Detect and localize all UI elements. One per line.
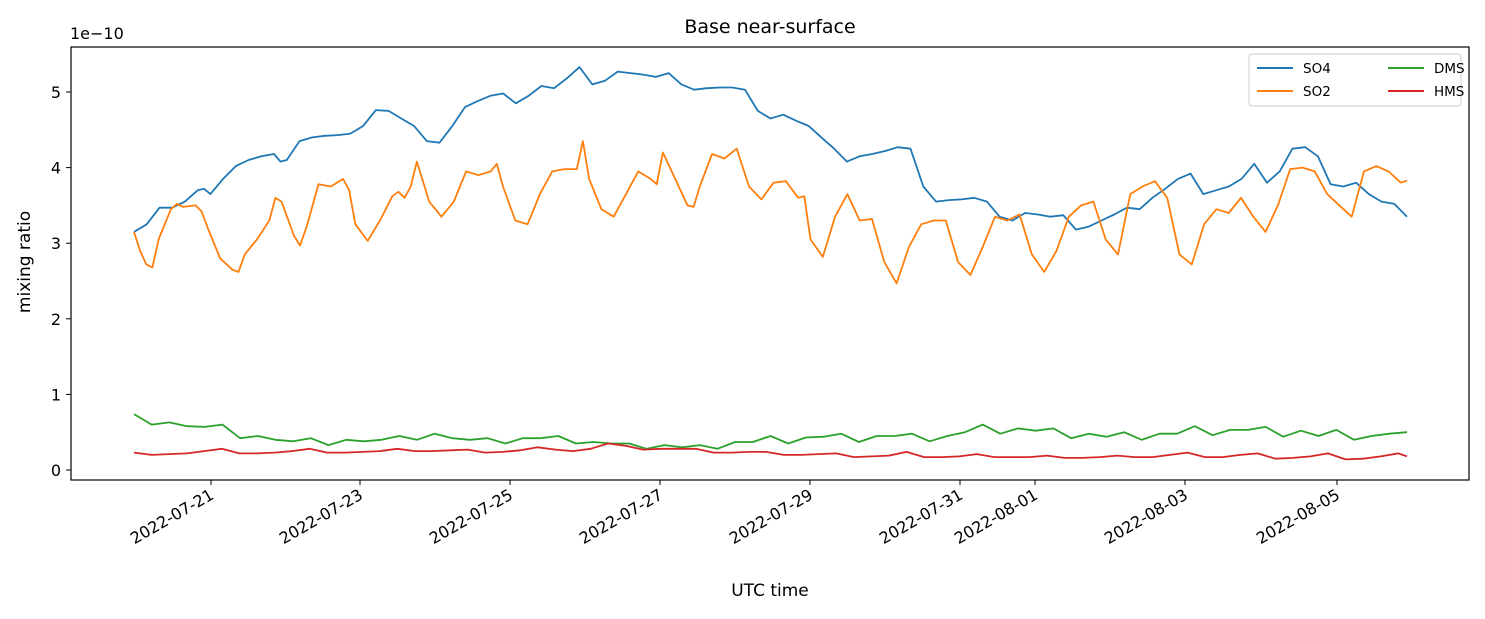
legend: SO4 SO2 DMS HMS: [1248, 53, 1465, 107]
axes-frame: [70, 46, 1470, 481]
y-scale-label: 1e−10: [70, 24, 124, 43]
series-line-dms: [133, 413, 1408, 450]
chart-title: Base near-surface: [684, 16, 855, 38]
x-axis-label: UTC time: [731, 581, 809, 601]
legend-label-so4: SO4: [1303, 61, 1331, 77]
y-tick-label: 2: [51, 310, 61, 329]
legend-label-so2: SO2: [1303, 84, 1331, 100]
legend-box: [1248, 53, 1462, 107]
series-line-so2: [133, 140, 1408, 285]
y-tick-label: 0: [51, 461, 61, 480]
y-tick-label: 3: [51, 234, 61, 253]
legend-label-dms: DMS: [1434, 61, 1465, 77]
y-axis: 0 1 2 3 4 5: [51, 83, 71, 480]
plot-area: [133, 66, 1408, 461]
legend-label-hms: HMS: [1434, 84, 1464, 100]
series-line-hms: [133, 442, 1408, 461]
y-tick-label: 1: [51, 385, 61, 404]
y-tick-label: 5: [51, 83, 61, 102]
y-tick-label: 4: [51, 159, 61, 178]
series-line-so4: [133, 66, 1408, 233]
y-axis-label: mixing ratio: [15, 211, 35, 313]
